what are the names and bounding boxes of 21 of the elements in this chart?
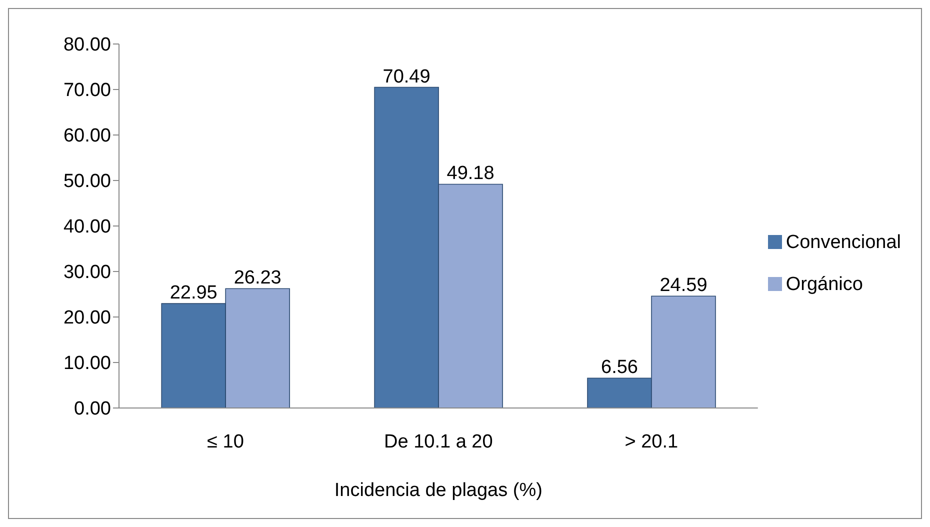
x-tick-label: De 10.1 a 20 xyxy=(384,431,493,452)
y-tick-label: 40.00 xyxy=(63,216,111,238)
data-label: 26.23 xyxy=(234,268,282,289)
data-label: 70.49 xyxy=(382,66,430,88)
y-tick-label: 70.00 xyxy=(63,80,111,102)
x-tick-label: ≤ 10 xyxy=(207,431,244,452)
x-axis-title: Incidencia de plagas (%) xyxy=(334,480,542,501)
y-tick-label: 30.00 xyxy=(63,262,111,284)
data-label: 49.18 xyxy=(446,163,494,184)
legend-label: Convencional xyxy=(786,232,901,252)
y-tick-label: 80.00 xyxy=(63,34,111,56)
x-tick-label: > 20.1 xyxy=(624,431,678,452)
legend-label: Orgánico xyxy=(786,274,863,294)
y-tick-label: 20.00 xyxy=(63,308,111,329)
y-tick-label: 50.00 xyxy=(63,171,111,192)
data-label: 6.56 xyxy=(601,357,638,378)
y-tick-label: 60.00 xyxy=(63,126,111,147)
y-tick-label: 0.00 xyxy=(74,398,111,420)
data-label: 22.95 xyxy=(170,282,218,304)
data-label: 24.59 xyxy=(660,275,708,296)
y-tick-label: 10.00 xyxy=(63,353,111,374)
